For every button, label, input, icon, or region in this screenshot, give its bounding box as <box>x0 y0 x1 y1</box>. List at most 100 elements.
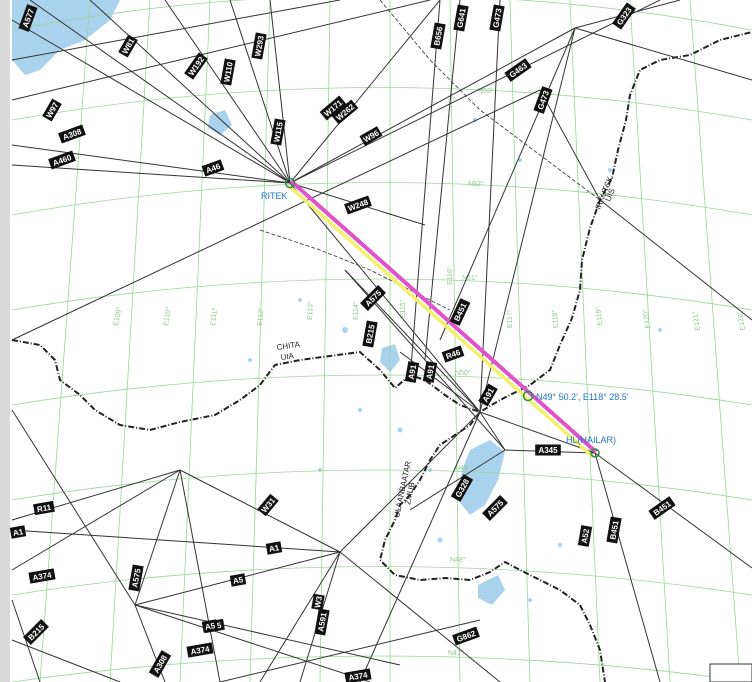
waypoint-ritek-marker[interactable] <box>284 177 296 189</box>
route-id-label: G473 <box>491 7 503 28</box>
lat-label: N50° <box>455 369 471 377</box>
route-id-label: A1 <box>268 543 280 554</box>
route-id-box: A374 <box>28 568 56 584</box>
route-id-box: A374 <box>344 668 372 682</box>
route-id-label: W110 <box>222 61 235 83</box>
route-id-background <box>270 118 286 146</box>
route-id-box: W3 <box>311 593 325 611</box>
route-id-background <box>319 95 347 121</box>
graticule <box>11 0 752 682</box>
lon-label: E118° <box>551 309 560 328</box>
route-id-label: A5 <box>232 575 244 586</box>
route-id-box: B451 <box>606 516 622 544</box>
route-id-box: A1 <box>265 541 283 555</box>
route-id-label: A1 <box>12 527 24 538</box>
coordinate-fix-label: N49° 50.2', E118° 28.5' <box>536 392 629 402</box>
route-id-label: A52 <box>580 528 592 545</box>
route-id-background <box>331 99 359 125</box>
planned-route[interactable] <box>287 179 598 459</box>
lon-label: E114° <box>352 301 360 320</box>
route-id-background <box>33 500 55 516</box>
route-id-background <box>482 495 508 521</box>
route-id-label: W3 <box>313 595 324 609</box>
route-id-background <box>450 474 474 502</box>
longitude-labels: E109° E110° E111° E112° E113° E114° E115… <box>112 266 747 331</box>
route-id-background <box>577 525 593 547</box>
route-id-background <box>648 496 676 520</box>
route-id-background <box>362 320 378 348</box>
route-id-box: A345 <box>535 444 561 456</box>
route-id-label: A374 <box>348 670 369 682</box>
route-id-label: A591 <box>316 611 328 632</box>
route-id-box: A91 <box>404 361 420 383</box>
lon-label: E109° <box>112 306 123 326</box>
route-id-background <box>148 650 172 678</box>
route-id-box: W110 <box>220 58 236 86</box>
route-id-box: R46 <box>441 345 465 363</box>
waypoint-ritek[interactable]: RITEK <box>261 177 296 202</box>
route-id-box: A591 <box>314 608 330 636</box>
route-id-background <box>42 98 62 122</box>
lat-label: N49° <box>455 464 471 472</box>
route-id-label: B656 <box>432 25 444 46</box>
fir-labels: CHITA UIA ULAANBAATAR ZMUB IRKUTSK UIS <box>276 175 617 519</box>
route-id-background <box>441 345 465 363</box>
route-id-background <box>311 593 325 611</box>
international-border <box>11 31 752 432</box>
route-id-box: A5 <box>201 619 219 633</box>
lon-label: E121° <box>691 311 702 331</box>
route-id-label: A374 <box>190 644 211 656</box>
lon-label: E110° <box>162 307 173 327</box>
route-id-label: G641 <box>455 7 467 28</box>
water-bodies <box>12 0 662 605</box>
route-id-background <box>344 195 372 215</box>
route-id-background <box>28 568 56 584</box>
route-id-box: W115 <box>270 118 286 146</box>
route-id-background <box>430 22 446 50</box>
lon-label: E113° <box>306 301 315 320</box>
hailar-label: HL(HAILAR) <box>566 435 616 445</box>
route-id-label: W293 <box>253 34 266 57</box>
route-id-background <box>314 608 330 636</box>
route-id-box: R11 <box>33 500 55 516</box>
route-id-background <box>48 150 76 170</box>
route-id-background <box>453 4 469 32</box>
lat-label: N47° <box>448 649 464 657</box>
route-id-background <box>359 126 383 146</box>
route-id-box: G641 <box>453 4 469 32</box>
route-id-box: A46 <box>201 159 225 177</box>
route-highlight-yellow <box>287 184 595 459</box>
lon-label: E116° <box>446 266 454 285</box>
route-id-label: W115 <box>272 121 285 143</box>
lon-label: E115° <box>399 299 407 318</box>
route-id-background <box>606 516 622 544</box>
route-id-background <box>184 52 208 80</box>
route-id-label: A575 <box>130 567 142 588</box>
route-id-box: W293 <box>251 32 267 60</box>
route-identifiers: A577W97A308W81A460W110A46W192W293W115W17… <box>9 2 676 682</box>
lon-label: E120° <box>641 309 652 329</box>
route-id-background <box>220 58 236 86</box>
waypoint-ritek-label: RITEK <box>261 191 288 201</box>
waypoint-hailar[interactable]: HL(HAILAR) <box>566 435 616 458</box>
route-id-background <box>478 383 498 407</box>
route-id-background <box>449 298 471 326</box>
route-id-background <box>229 573 247 587</box>
route-id-box: A575 <box>128 564 144 592</box>
coordinate-fix-marker[interactable] <box>522 390 534 402</box>
route-id-background <box>118 34 138 58</box>
route-line-magenta[interactable] <box>289 179 598 454</box>
route-id-box: A1 <box>9 525 27 539</box>
hailar-vor-marker[interactable] <box>590 448 600 458</box>
route-id-box: A52 <box>577 525 593 547</box>
route-id-label: A91 <box>407 364 419 381</box>
route-id-box: A91 <box>422 361 438 383</box>
route-id-box: A5 <box>229 573 247 587</box>
route-id-label: A374 <box>32 570 53 582</box>
route-id-background <box>504 58 532 82</box>
route-id-background <box>58 124 86 144</box>
lon-label: E112° <box>256 307 265 326</box>
waypoint-coordinate[interactable]: N49° 50.2', E118° 28.5' <box>522 390 629 403</box>
